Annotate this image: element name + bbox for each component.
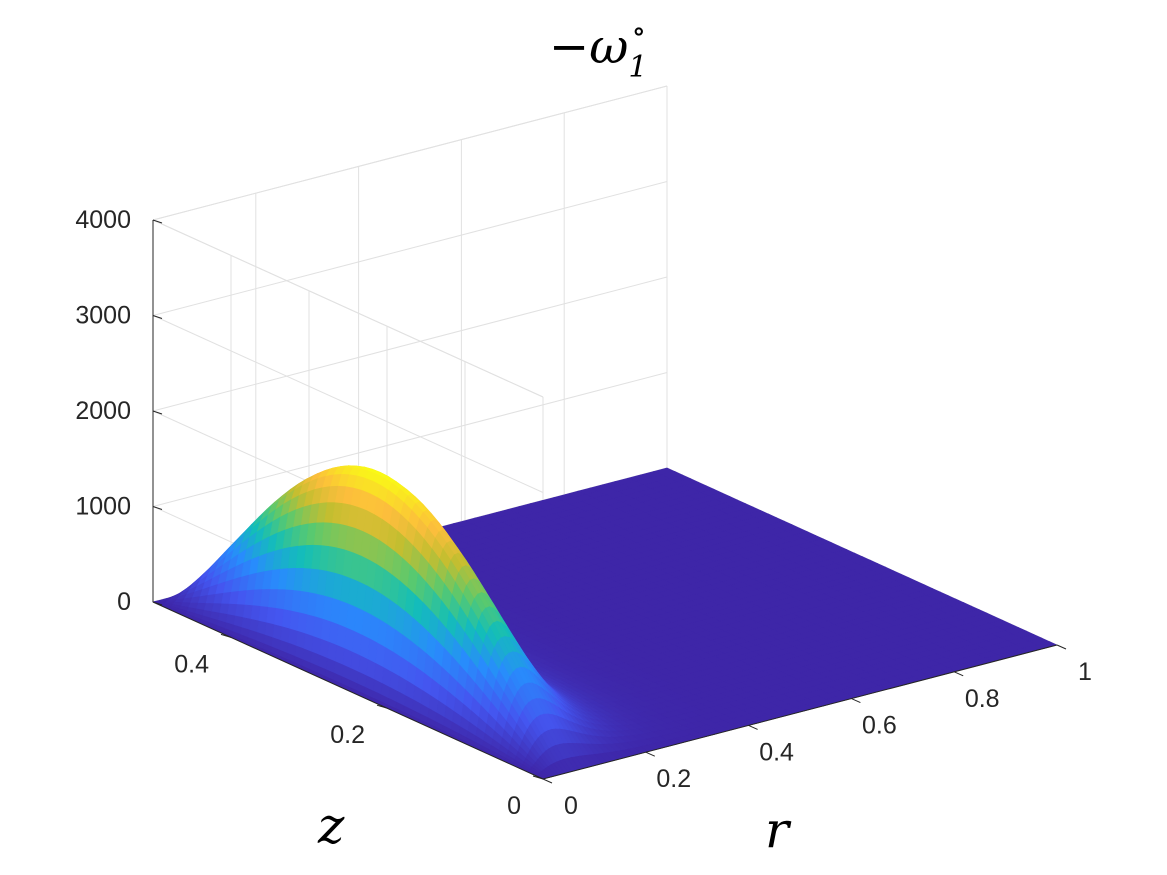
z-tick-label: 0 [507, 792, 521, 820]
box-edge-top-back [152, 85, 668, 221]
chart-title: −ω1∘ [549, 14, 647, 85]
r-tick-label: 0.2 [656, 765, 691, 793]
z-tick-mark [376, 704, 388, 709]
grid-line-back-w [152, 372, 668, 507]
chart-title-subscript: 1 [628, 50, 647, 85]
r-axis-line [542, 644, 1058, 780]
r-tick-mark [953, 671, 964, 677]
r-tick-label: 0 [564, 792, 578, 820]
r-tick-mark [748, 724, 758, 730]
w-tick-mark [152, 601, 163, 606]
grid-line-back-w [152, 181, 668, 316]
w-tick-label: 4000 [75, 206, 131, 234]
grid-line-left-w [152, 315, 544, 493]
r-tick-mark [645, 751, 656, 757]
grid-line-back-w [152, 276, 668, 412]
r-tick-label: 1 [1078, 658, 1092, 686]
w-tick-label: 1000 [75, 493, 131, 521]
w-tick-mark [152, 506, 163, 510]
z-axis-line [152, 601, 544, 780]
z-axis-label: z [317, 797, 345, 855]
z-tick-mark [532, 775, 544, 780]
w-tick-label: 3000 [75, 302, 131, 330]
box-edge-top-left [152, 219, 544, 398]
z-tick-label: 0.4 [174, 650, 209, 678]
z-tick-label: 0.2 [330, 721, 365, 749]
r-tick-mark [542, 778, 553, 784]
w-tick-mark [152, 315, 163, 319]
r-tick-label: 0.8 [965, 685, 1000, 713]
chart-title-main: −ω [549, 19, 628, 75]
r-tick-mark [1056, 644, 1067, 650]
tick-layer: 0 0.2 0.4 0.6 0.8 1 0 0.2 0.4 0 1000 2000 3000 4000 [75, 206, 1092, 820]
w-tick-mark [152, 410, 163, 415]
axis-layer [152, 219, 1067, 784]
w-tick-mark [152, 219, 163, 224]
w-tick-label: 2000 [75, 397, 131, 425]
r-axis-label: r [765, 801, 792, 859]
chart-title-superscript: ∘ [631, 14, 646, 49]
r-tick-label: 0.4 [759, 738, 794, 766]
r-tick-mark [851, 698, 861, 704]
w-tick-label: 0 [117, 588, 131, 616]
r-tick-label: 0.6 [862, 712, 897, 740]
z-tick-mark [220, 633, 232, 638]
surface-layer [152, 465, 1058, 780]
